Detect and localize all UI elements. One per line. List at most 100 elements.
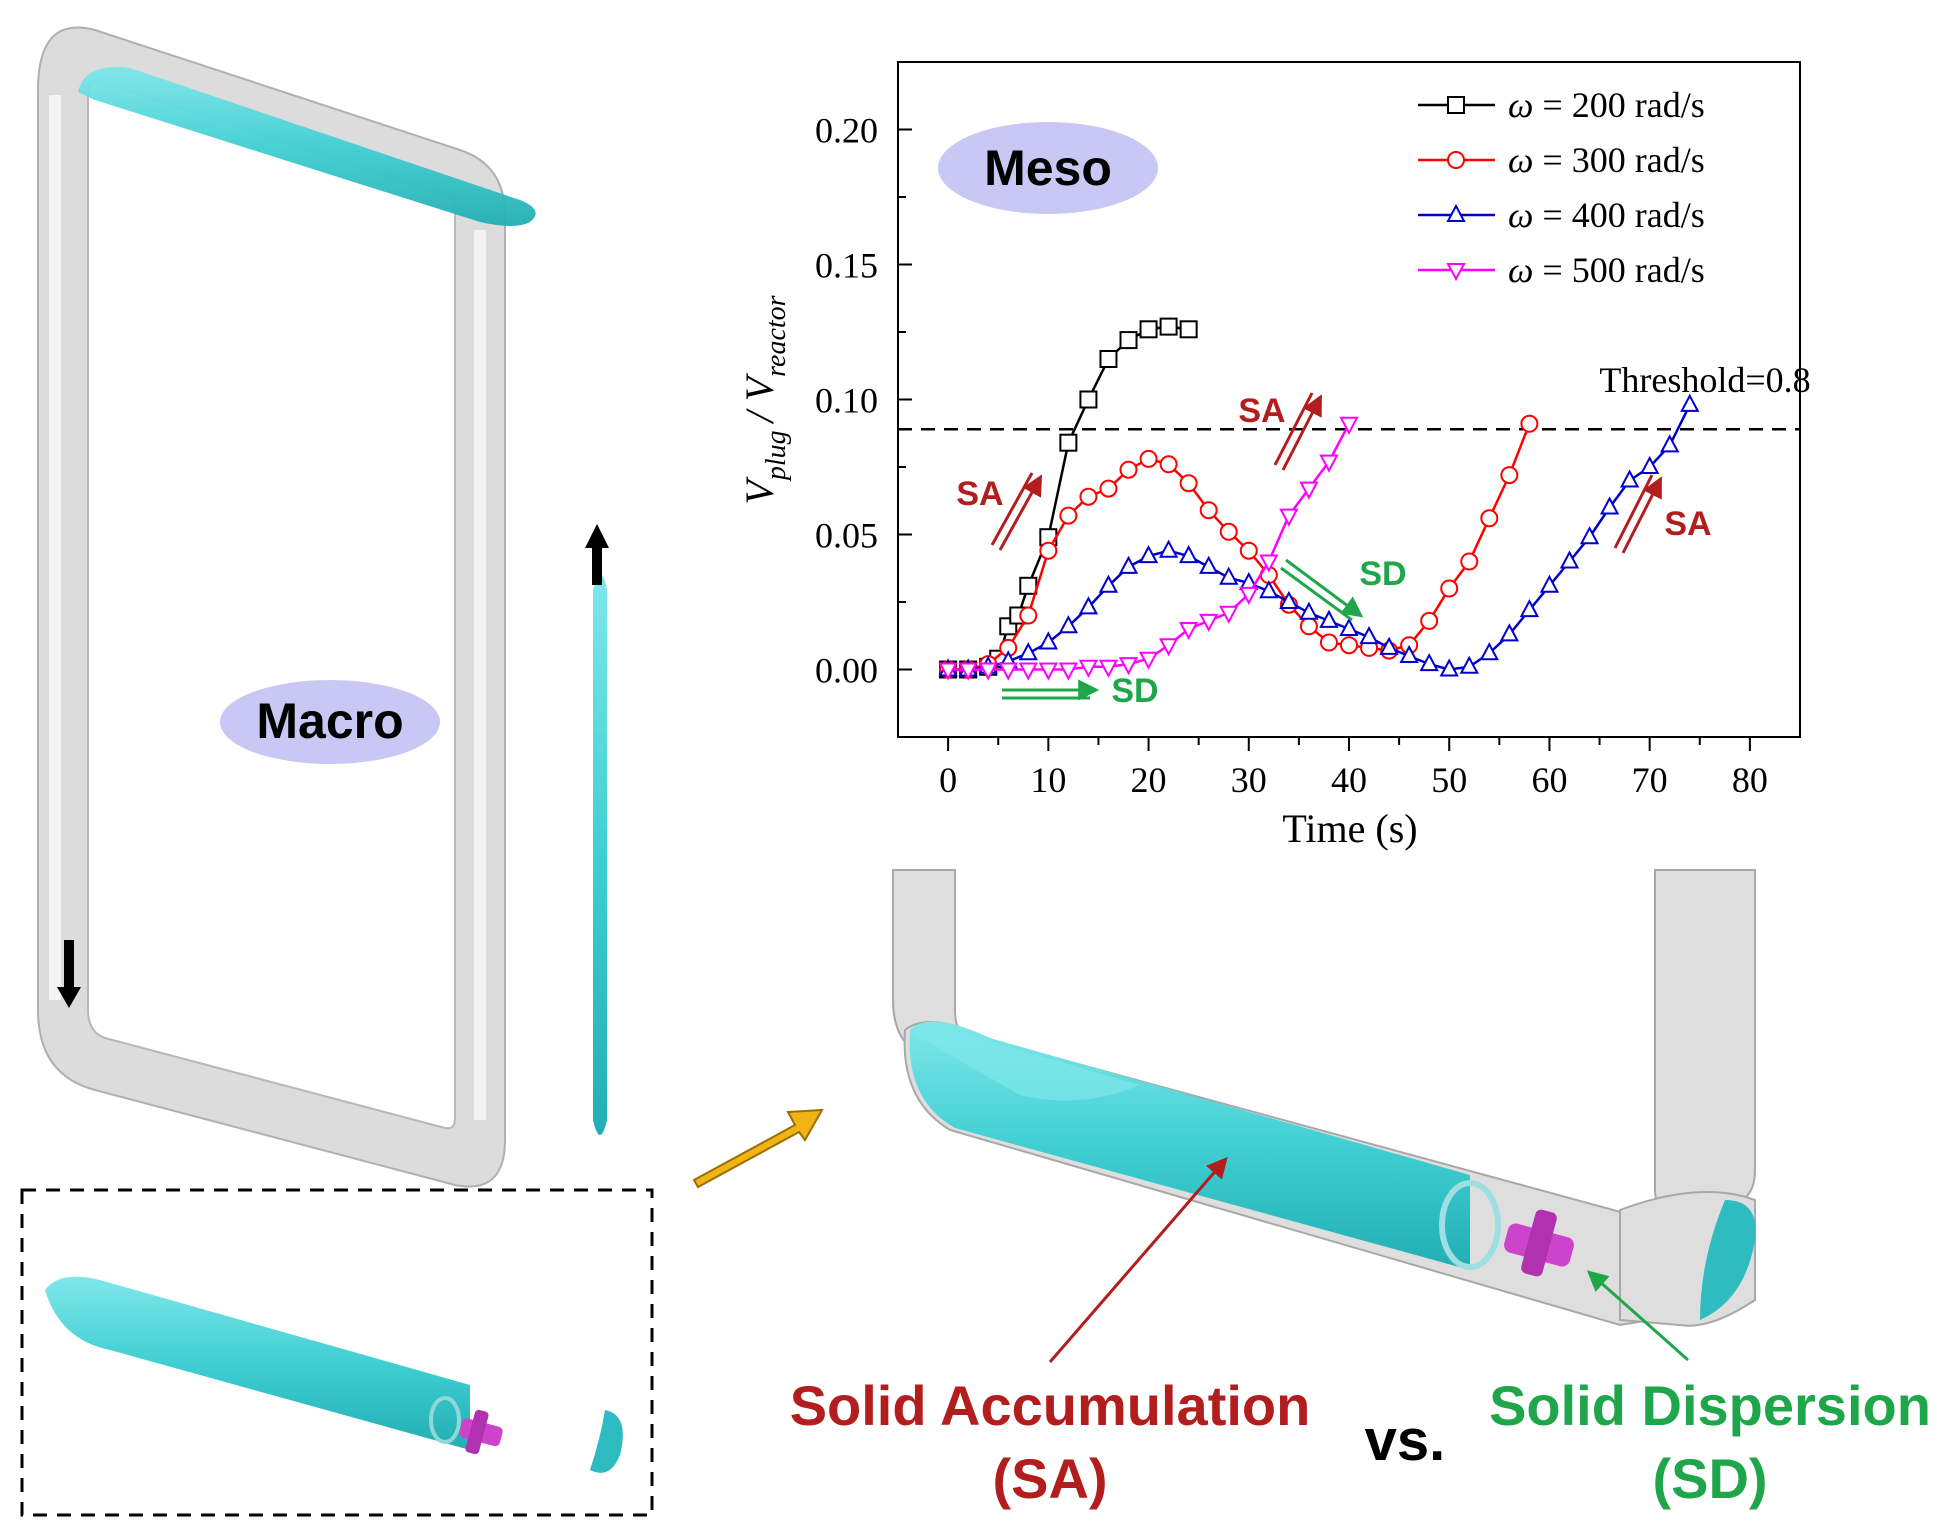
y-label-sub-plug: plug (761, 430, 792, 482)
data-point (1039, 541, 1058, 560)
legend-omega: ω (1508, 250, 1533, 290)
sa-label-3: SA (1664, 505, 1711, 543)
y-label-sub-reactor: reactor (761, 295, 792, 376)
data-point (1158, 638, 1179, 657)
data-point (1018, 662, 1038, 681)
annotation-sa-1: SA (956, 472, 1043, 551)
data-point (978, 662, 998, 681)
data-point (1500, 466, 1519, 485)
data-point (958, 662, 978, 681)
macro-label: Macro (256, 693, 403, 749)
data-point (1299, 617, 1318, 636)
data-point (1279, 590, 1299, 609)
data-point (1078, 596, 1099, 615)
y-tick-label: 0.00 (815, 651, 878, 691)
slurry-top (78, 67, 536, 226)
series-layer (938, 317, 1700, 681)
series-2 (938, 393, 1700, 677)
svg-text:Vplug/ Vreactor: Vplug / Vreactor (737, 295, 792, 504)
data-point (1118, 555, 1139, 574)
zoom-tube-right (1654, 869, 1756, 1212)
data-point (1339, 617, 1359, 636)
x-axis-ticks: 0 10 20 30 40 50 60 70 80 (939, 737, 1768, 800)
data-point (1439, 658, 1459, 677)
data-point (1038, 662, 1058, 681)
data-point (1118, 657, 1139, 676)
series-3 (938, 416, 1359, 681)
data-point (1079, 390, 1098, 409)
sd-label-1: SD (1111, 672, 1158, 710)
data-point (1019, 606, 1038, 625)
legend-label: ω = 400 rad/s (1508, 195, 1705, 235)
data-point (1239, 541, 1258, 560)
data-point (1178, 544, 1199, 564)
data-point (1340, 636, 1358, 655)
macro-bubble (220, 680, 440, 764)
legend-label: ω = 500 rad/s (1508, 250, 1705, 290)
slurry-bottom (45, 1276, 470, 1450)
flow-arrow-up (585, 524, 609, 585)
data-point (1539, 574, 1560, 593)
legend-marker (1446, 263, 1466, 282)
data-point (1520, 414, 1539, 433)
zoom-arrow (692, 1108, 824, 1189)
zoom-region-box (20, 1188, 654, 1517)
data-point (1259, 580, 1279, 599)
data-point (1199, 501, 1218, 520)
data-point (1139, 449, 1158, 468)
data-point (1279, 508, 1299, 527)
loop-tube-inner (87, 80, 456, 1130)
sa-label-1: SA (956, 475, 1003, 513)
zoom-slurry-edge (1700, 1200, 1756, 1320)
versus-label: vs. (1365, 1408, 1446, 1473)
data-point (1479, 642, 1499, 661)
accumulation-pointer (1048, 1156, 1228, 1363)
x-axis-label: Time (s) (1282, 806, 1417, 851)
data-point (1099, 350, 1118, 368)
data-point (1178, 622, 1199, 641)
legend: ω = 200 rad/s ω = 300 rad/s ω = 400 rad/s ω… (1418, 85, 1705, 290)
data-point (1098, 574, 1119, 593)
x-tick-label: 10 (1030, 760, 1066, 800)
data-point (1179, 474, 1198, 493)
x-tick-label: 40 (1331, 760, 1367, 800)
data-point (1098, 659, 1119, 678)
meso-label: Meso (984, 140, 1112, 196)
solid-dispersion-abbr: (SD) (1652, 1447, 1767, 1510)
solid-accumulation-abbr: (SA) (992, 1447, 1107, 1510)
data-point (1420, 611, 1439, 630)
data-point (1419, 652, 1439, 672)
data-point (1499, 623, 1520, 642)
data-point (1319, 609, 1339, 628)
y-label-sep: / V (737, 372, 782, 424)
data-point (1619, 469, 1640, 488)
data-point (1179, 320, 1198, 339)
data-point (1079, 487, 1098, 506)
data-point (1399, 644, 1419, 663)
x-tick-label: 50 (1431, 760, 1467, 800)
data-point (938, 662, 958, 681)
legend-text: = 500 rad/s (1533, 250, 1704, 290)
y-tick-label: 0.05 (815, 516, 878, 556)
data-point (1019, 576, 1038, 595)
solid-accumulation-label: Solid Accumulation (790, 1374, 1311, 1437)
flow-arrow-down (57, 940, 81, 1008)
data-point (1319, 454, 1339, 473)
legend-text: = 200 rad/s (1533, 85, 1704, 125)
data-point (1680, 393, 1700, 412)
data-point (1599, 496, 1620, 515)
data-point (1579, 526, 1600, 545)
data-point (1259, 554, 1279, 573)
data-point (1239, 586, 1259, 606)
data-point (1058, 662, 1079, 681)
legend-label: ω = 200 rad/s (1508, 85, 1705, 125)
data-point (1339, 416, 1359, 435)
data-point (1440, 579, 1459, 598)
data-point (1359, 625, 1379, 645)
legend-text: = 300 rad/s (1533, 140, 1704, 180)
data-point (1519, 598, 1540, 618)
data-point (1460, 552, 1479, 571)
y-axis-ticks: 0.00 0.05 0.10 0.15 0.20 (815, 111, 912, 691)
data-point (1038, 631, 1058, 650)
